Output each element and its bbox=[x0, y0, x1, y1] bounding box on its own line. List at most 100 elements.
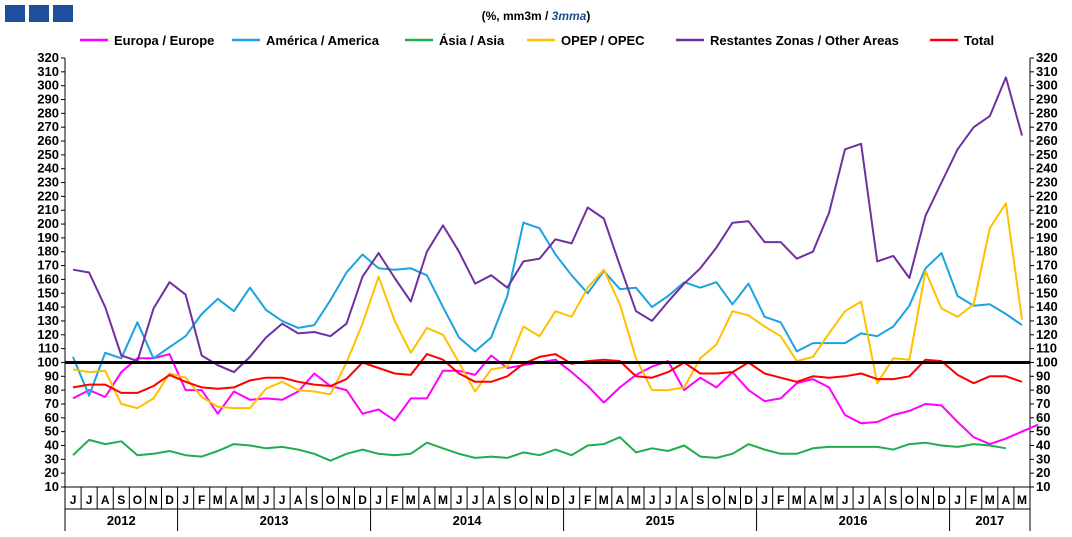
y-tick-label: 210 bbox=[37, 202, 59, 217]
y-tick-label: 250 bbox=[37, 147, 59, 162]
month-label: F bbox=[198, 493, 205, 507]
y-tick-label-right: 240 bbox=[1036, 161, 1058, 176]
y-tick-label-right: 60 bbox=[1036, 410, 1050, 425]
y-tick-label-right: 70 bbox=[1036, 396, 1050, 411]
y-tick-label-right: 90 bbox=[1036, 368, 1050, 383]
year-label: 2017 bbox=[975, 513, 1004, 528]
month-label: M bbox=[599, 493, 609, 507]
y-tick-label: 40 bbox=[45, 437, 59, 452]
y-tick-label: 280 bbox=[37, 105, 59, 120]
y-tick-label-right: 160 bbox=[1036, 271, 1058, 286]
legend-label: América / America bbox=[266, 33, 380, 48]
month-label: N bbox=[535, 493, 544, 507]
month-label: M bbox=[213, 493, 223, 507]
month-label: J bbox=[954, 493, 961, 507]
month-label: J bbox=[568, 493, 575, 507]
month-label: O bbox=[519, 493, 528, 507]
y-tick-label-right: 230 bbox=[1036, 175, 1058, 190]
month-label: J bbox=[182, 493, 189, 507]
y-tick-label: 290 bbox=[37, 92, 59, 107]
y-tick-label-right: 320 bbox=[1036, 50, 1058, 65]
month-label: D bbox=[165, 493, 174, 507]
y-tick-label: 120 bbox=[37, 327, 59, 342]
month-label: D bbox=[937, 493, 946, 507]
month-label: J bbox=[263, 493, 270, 507]
y-tick-label: 20 bbox=[45, 465, 59, 480]
brand-block-3 bbox=[53, 5, 73, 22]
series-line bbox=[72, 436, 1007, 462]
series-line bbox=[72, 202, 1023, 410]
y-tick-label-right: 30 bbox=[1036, 451, 1050, 466]
month-label: F bbox=[777, 493, 784, 507]
y-tick-label: 160 bbox=[37, 271, 59, 286]
y-tick-label-right: 110 bbox=[1036, 341, 1057, 356]
y-tick-label: 50 bbox=[45, 424, 59, 439]
month-label: A bbox=[487, 493, 496, 507]
y-tick-label: 80 bbox=[45, 382, 59, 397]
brand-block-1 bbox=[5, 5, 25, 22]
year-label: 2015 bbox=[646, 513, 675, 528]
month-label: D bbox=[744, 493, 753, 507]
month-label: A bbox=[101, 493, 110, 507]
month-label: J bbox=[761, 493, 768, 507]
y-tick-label-right: 20 bbox=[1036, 465, 1050, 480]
month-label: J bbox=[456, 493, 463, 507]
y-tick-label-right: 140 bbox=[1036, 299, 1058, 314]
y-tick-label-right: 120 bbox=[1036, 327, 1058, 342]
month-label: M bbox=[985, 493, 995, 507]
legend-label: Europa / Europe bbox=[114, 33, 214, 48]
y-tick-label: 230 bbox=[37, 175, 59, 190]
y-tick-label: 260 bbox=[37, 133, 59, 148]
brand-logo bbox=[5, 5, 73, 22]
y-tick-label: 220 bbox=[37, 188, 59, 203]
month-label: N bbox=[921, 493, 930, 507]
series-line bbox=[72, 353, 1039, 446]
y-tick-label: 310 bbox=[37, 64, 59, 79]
y-tick-label-right: 220 bbox=[1036, 188, 1058, 203]
y-tick-label: 140 bbox=[37, 299, 59, 314]
legend-label: Ásia / Asia bbox=[439, 33, 505, 48]
month-label: A bbox=[423, 493, 432, 507]
y-tick-label-right: 40 bbox=[1036, 437, 1050, 452]
month-label: A bbox=[230, 493, 239, 507]
month-label: M bbox=[438, 493, 448, 507]
month-label: O bbox=[326, 493, 335, 507]
y-tick-label-right: 190 bbox=[1036, 230, 1058, 245]
month-label: A bbox=[809, 493, 818, 507]
y-tick-label: 70 bbox=[45, 396, 59, 411]
month-label: J bbox=[858, 493, 865, 507]
y-tick-label-right: 180 bbox=[1036, 244, 1058, 259]
month-label: J bbox=[279, 493, 286, 507]
year-label: 2013 bbox=[260, 513, 289, 528]
legend-label: OPEP / OPEC bbox=[561, 33, 645, 48]
month-label: J bbox=[842, 493, 849, 507]
y-tick-label-right: 170 bbox=[1036, 258, 1058, 273]
month-label: M bbox=[631, 493, 641, 507]
month-label: A bbox=[616, 493, 625, 507]
month-label: J bbox=[649, 493, 656, 507]
y-tick-label: 170 bbox=[37, 258, 59, 273]
month-label: S bbox=[117, 493, 125, 507]
month-label: S bbox=[310, 493, 318, 507]
y-tick-label-right: 210 bbox=[1036, 202, 1058, 217]
month-label: N bbox=[149, 493, 158, 507]
chart-subtitle: (%, mm3m / 3mma) bbox=[482, 9, 591, 23]
month-label: J bbox=[375, 493, 382, 507]
year-label: 2012 bbox=[107, 513, 136, 528]
month-label: M bbox=[406, 493, 416, 507]
legend-label: Restantes Zonas / Other Areas bbox=[710, 33, 899, 48]
y-tick-label-right: 150 bbox=[1036, 285, 1058, 300]
month-label: J bbox=[665, 493, 672, 507]
month-label: J bbox=[86, 493, 93, 507]
y-tick-label-right: 10 bbox=[1036, 479, 1050, 494]
y-tick-label-right: 130 bbox=[1036, 313, 1058, 328]
legend: Europa / Europe América / America Ásia / A… bbox=[80, 33, 994, 48]
month-label: N bbox=[728, 493, 737, 507]
y-tick-label: 100 bbox=[37, 354, 59, 369]
y-tick-label-right: 100 bbox=[1036, 354, 1058, 369]
y-tick-label-right: 300 bbox=[1036, 78, 1058, 93]
brand-block-2 bbox=[29, 5, 49, 22]
y-tick-label-right: 50 bbox=[1036, 424, 1050, 439]
